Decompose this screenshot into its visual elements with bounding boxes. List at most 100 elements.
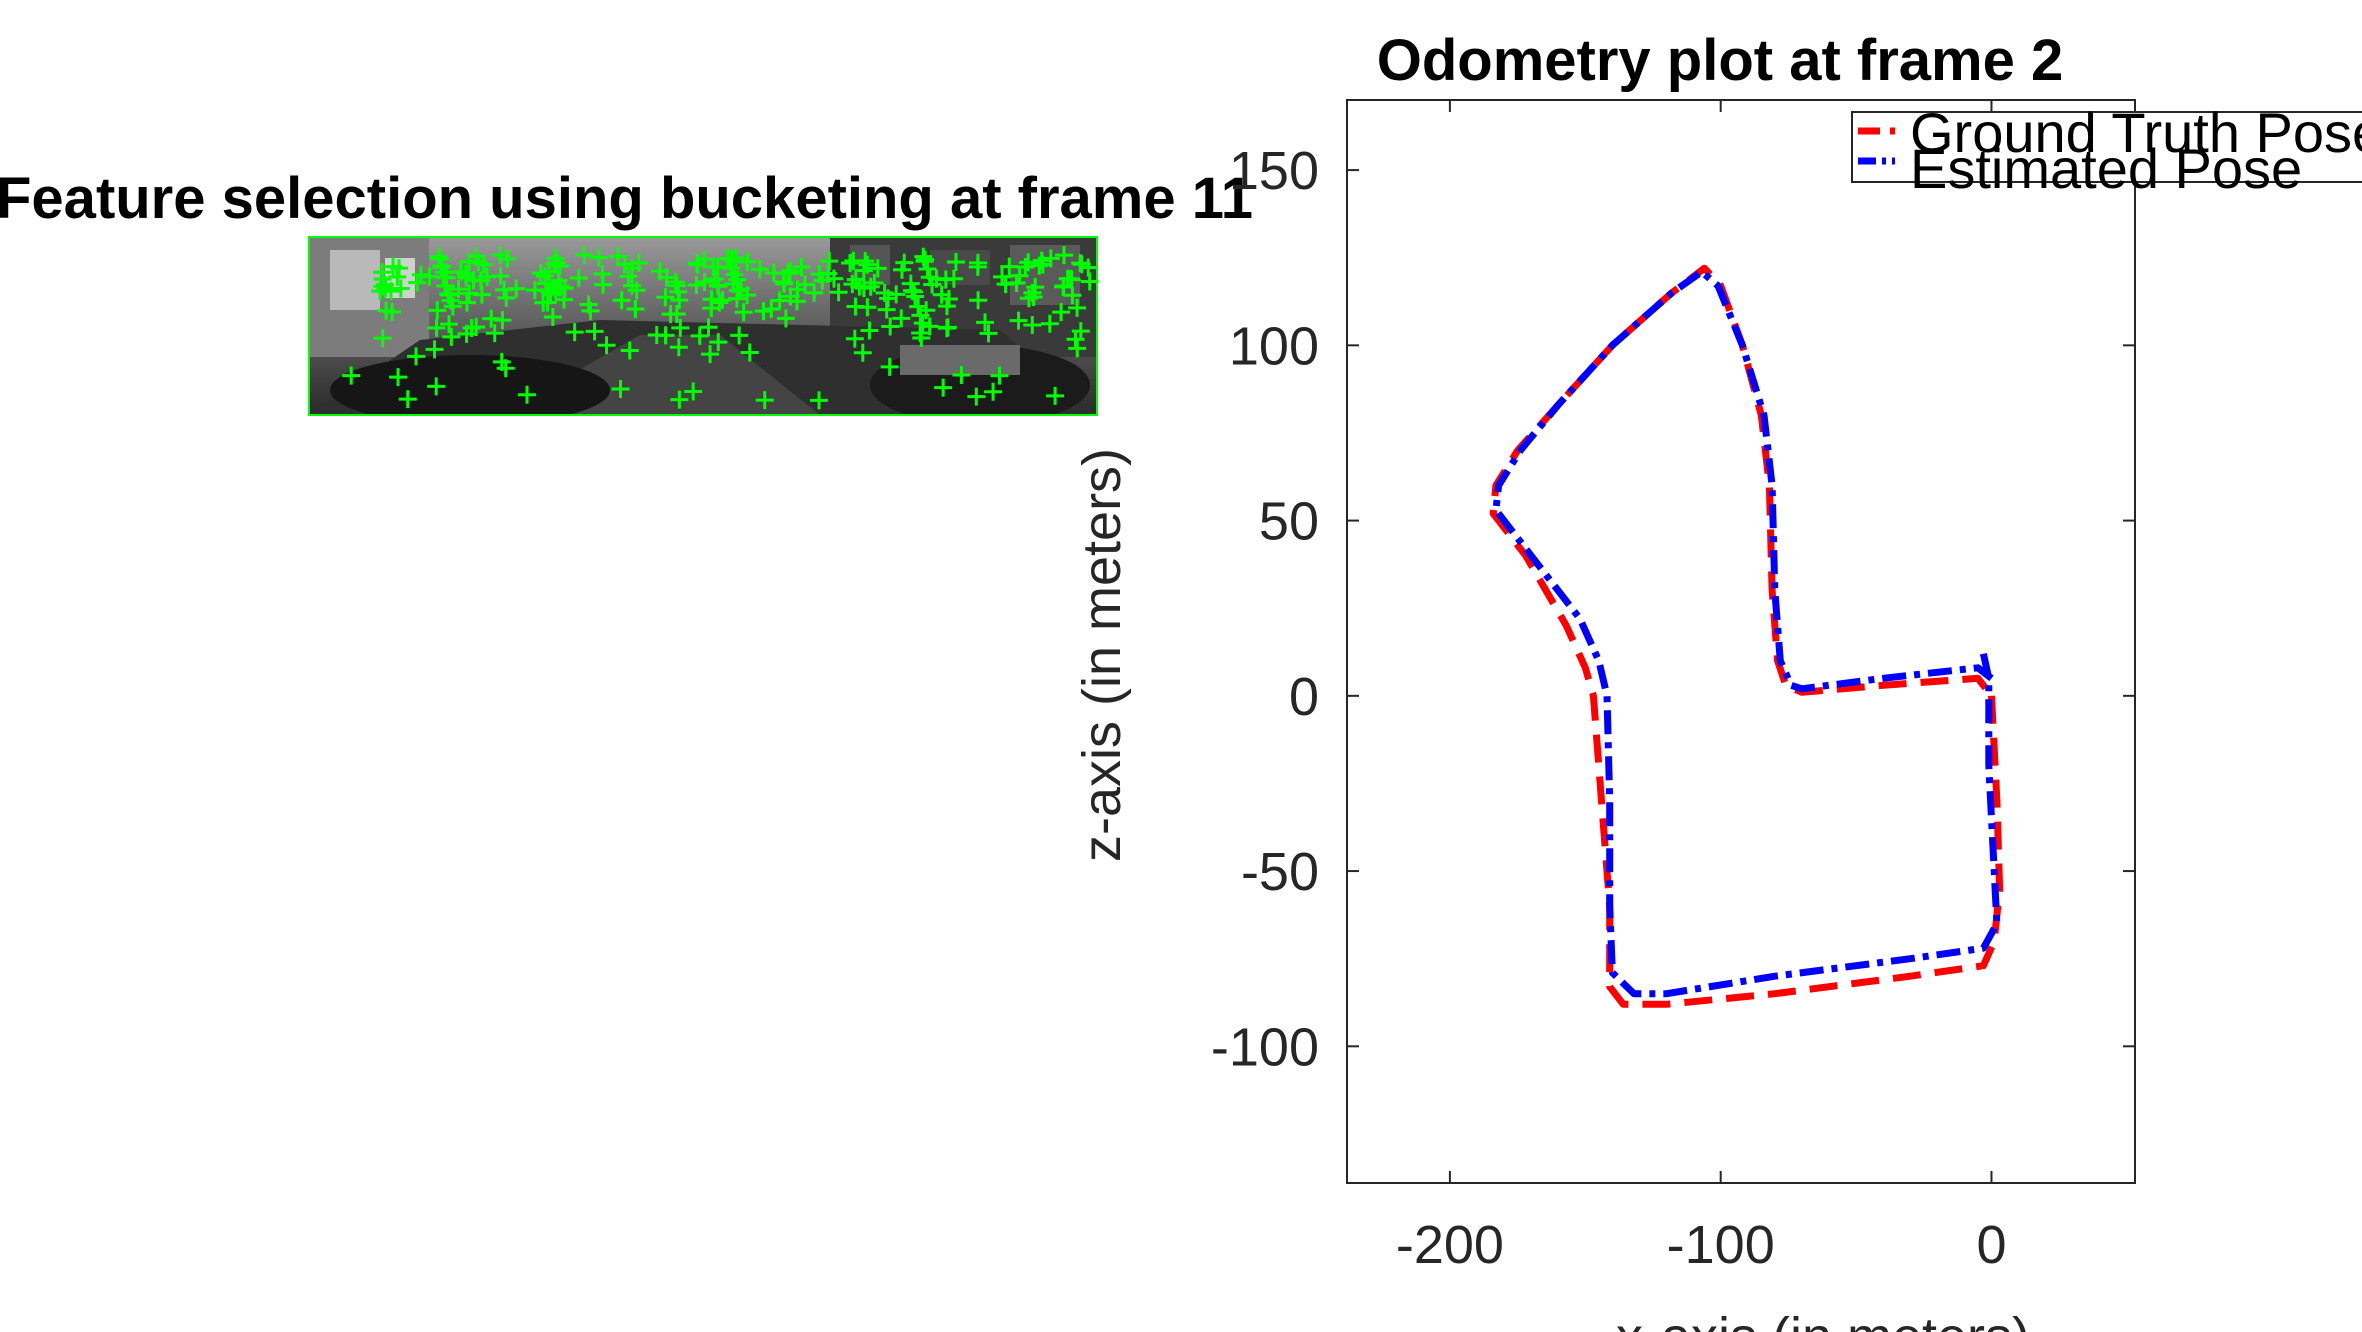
feature-marker <box>710 293 729 312</box>
feature-plot-title: Feature selection using bucketing at fra… <box>0 166 1253 231</box>
feature-marker <box>373 329 392 348</box>
feature-marker <box>383 302 402 321</box>
feature-marker <box>611 379 630 398</box>
feature-marker <box>1000 257 1019 276</box>
x-tick-label: -200 <box>1396 1215 1504 1275</box>
feature-marker <box>555 279 574 298</box>
odometry-subplot: Odometry plot at frame 2 -200 -100 0 -100 -5… <box>1072 28 2362 1332</box>
legend-label-estimated: Estimated Pose <box>1910 137 2302 200</box>
y-tick-label: 0 <box>1289 667 1319 727</box>
feature-marker <box>918 259 937 278</box>
feature-marker <box>407 347 426 366</box>
feature-marker <box>411 265 430 284</box>
feature-marker <box>594 275 613 294</box>
feature-marker <box>868 259 887 278</box>
feature-marker <box>626 299 645 318</box>
feature-marker <box>657 268 676 287</box>
feature-marker <box>656 288 675 307</box>
legend-label-ground-truth: Ground Truth Pose <box>1910 101 2362 164</box>
feature-marker <box>669 338 688 357</box>
x-axis-label: x-axis (in meters) <box>1616 1307 2030 1332</box>
feature-marker <box>810 391 829 410</box>
feature-marker <box>661 305 680 324</box>
feature-marker <box>778 264 797 283</box>
feature-marker <box>781 261 800 280</box>
feature-marker <box>709 333 728 352</box>
feature-marker <box>923 275 942 294</box>
axis-ticks: -200 -100 0 -100 -50 0 50 100 150 <box>1211 100 2135 1275</box>
feature-marker <box>718 249 737 268</box>
feature-marker <box>730 326 749 345</box>
feature-marker <box>701 345 720 364</box>
feature-marker <box>670 390 689 409</box>
feature-marker <box>467 317 486 336</box>
feature-marker <box>932 285 951 304</box>
feature-marker <box>376 279 395 298</box>
feature-marker <box>585 322 604 341</box>
feature-marker <box>909 297 928 316</box>
feature-marker <box>1062 270 1081 289</box>
feature-marker <box>373 270 392 289</box>
feature-marker <box>1046 386 1065 405</box>
feature-marker <box>491 267 510 286</box>
feature-marker <box>543 307 562 326</box>
feature-marker <box>495 280 514 299</box>
feature-marker <box>1068 339 1087 358</box>
feature-marker <box>938 318 957 337</box>
feature-marker <box>917 301 936 320</box>
feature-marker <box>952 366 971 385</box>
feature-marker <box>819 264 838 283</box>
feature-marker <box>457 268 476 287</box>
feature-marker <box>485 324 504 343</box>
y-tick-label: -100 <box>1211 1017 1319 1077</box>
feature-marker <box>843 275 862 294</box>
feature-marker <box>892 309 911 328</box>
feature-marker <box>969 291 988 310</box>
odometry-plot-title: Odometry plot at frame 2 <box>1377 28 2063 93</box>
feature-marker <box>442 327 461 346</box>
feature-marker <box>738 252 757 271</box>
feature-marker <box>449 280 468 299</box>
feature-marker <box>1026 278 1045 297</box>
feature-marker <box>1019 253 1038 272</box>
feature-marker <box>687 254 706 273</box>
feature-marker <box>460 252 479 271</box>
series-line-ground-truth <box>1489 264 2004 1008</box>
feature-marker <box>579 295 598 314</box>
feature-marker <box>342 366 361 385</box>
feature-marker <box>946 252 965 271</box>
feature-marker <box>388 267 407 286</box>
feature-marker <box>425 340 444 359</box>
feature-marker <box>428 301 447 320</box>
feature-marker <box>669 282 688 301</box>
feature-marker <box>699 318 718 337</box>
y-axis-label: z-axis (in meters) <box>1072 448 1132 862</box>
feature-marker <box>906 287 925 306</box>
feature-marker <box>704 257 723 276</box>
feature-marker <box>738 286 757 305</box>
feature-marker <box>612 291 631 310</box>
feature-marker <box>740 343 759 362</box>
feature-marker <box>788 280 807 299</box>
feature-subplot: Feature selection using bucketing at fra… <box>0 166 1253 416</box>
feature-marker <box>937 297 956 316</box>
feature-marker <box>912 329 931 348</box>
feature-marker <box>984 382 1003 401</box>
feature-marker <box>539 262 558 281</box>
legend-box <box>1851 111 2362 183</box>
feature-marker <box>684 382 703 401</box>
feature-marker <box>398 390 417 409</box>
legend: Ground Truth Pose Estimated Pose <box>1851 101 2362 200</box>
feature-marker <box>496 359 515 378</box>
feature-marker <box>1019 289 1038 308</box>
feature-marker <box>457 293 476 312</box>
series-lines <box>1489 264 2004 1008</box>
feature-marker <box>967 387 986 406</box>
feature-marker <box>619 267 638 286</box>
feature-marker <box>728 281 747 300</box>
feature-marker <box>1009 311 1028 330</box>
feature-marker <box>880 357 899 376</box>
plot-axes-box <box>1346 99 2136 1184</box>
feature-marker <box>887 285 906 304</box>
feature-marker <box>968 257 987 276</box>
